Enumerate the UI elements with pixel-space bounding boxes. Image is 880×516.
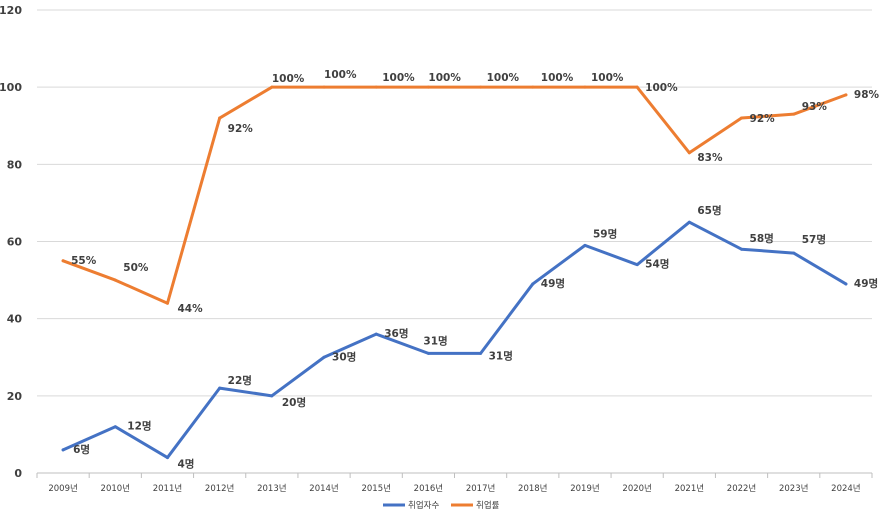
data-labels: 6명 12명 4명 22명 20명 30명 36명 31명 31명 49명 59명 54명 65명 58명… <box>71 69 879 470</box>
legend-label: 취업률 <box>476 501 500 511</box>
data-label: 20명 <box>282 396 306 409</box>
data-point <box>687 151 691 155</box>
data-point <box>531 282 535 286</box>
data-point <box>374 332 378 336</box>
data-point <box>792 251 796 255</box>
y-tick-label: 100 <box>0 81 22 94</box>
data-point <box>531 85 535 89</box>
data-point <box>583 85 587 89</box>
data-point <box>322 85 326 89</box>
data-label: 100% <box>272 73 305 85</box>
x-tick-label: 2010년 <box>101 483 130 494</box>
y-axis: 0 20 40 60 80 100 120 <box>0 4 22 480</box>
data-point <box>61 448 65 452</box>
legend-label: 취업자수 <box>408 501 439 511</box>
data-label: 50% <box>123 262 149 274</box>
data-label: 83% <box>697 152 723 164</box>
data-label: 93% <box>802 101 828 113</box>
data-label: 65명 <box>697 204 721 217</box>
y-tick-label: 0 <box>14 467 22 480</box>
data-point <box>113 278 117 282</box>
data-point <box>687 220 691 224</box>
x-axis: 2009년 2010년 2011년 2012년 2013년 2014년 2015년 2016년… <box>36 473 873 494</box>
data-label: 59명 <box>593 227 617 240</box>
data-label: 36명 <box>384 327 408 340</box>
data-point <box>270 394 274 398</box>
y-tick-label: 120 <box>0 4 22 17</box>
data-point <box>635 85 639 89</box>
data-point <box>374 85 378 89</box>
data-point <box>322 355 326 359</box>
data-point <box>426 85 430 89</box>
data-label: 44% <box>177 303 203 315</box>
x-tick-label: 2015년 <box>361 483 390 494</box>
data-point <box>113 425 117 429</box>
x-tick-label: 2020년 <box>622 483 651 494</box>
legend: 취업자수 취업률 <box>383 501 500 511</box>
data-label: 100% <box>428 72 461 84</box>
y-tick-label: 60 <box>7 236 23 249</box>
data-point <box>218 386 222 390</box>
data-label: 30명 <box>332 350 356 363</box>
data-label: 100% <box>541 72 574 84</box>
data-point <box>635 263 639 267</box>
x-tick-label: 2024년 <box>831 483 860 494</box>
series-line <box>61 85 848 305</box>
y-tick-label: 40 <box>7 313 23 326</box>
data-point <box>165 301 169 305</box>
x-tick-label: 2022년 <box>727 483 756 494</box>
data-label: 31명 <box>423 334 447 347</box>
data-label: 12명 <box>127 420 151 433</box>
data-label: 31명 <box>489 349 513 362</box>
data-point <box>740 116 744 120</box>
data-label: 92% <box>750 113 776 125</box>
data-point <box>426 351 430 355</box>
data-label: 58명 <box>750 232 774 245</box>
data-point <box>792 112 796 116</box>
data-label: 100% <box>487 72 520 84</box>
data-point <box>165 456 169 460</box>
series-lines <box>61 85 848 460</box>
data-label: 100% <box>645 82 678 94</box>
x-tick-label: 2013년 <box>257 483 286 494</box>
x-tick-label: 2012년 <box>205 483 234 494</box>
data-point <box>844 93 848 97</box>
x-tick-label: 2016년 <box>414 483 443 494</box>
x-tick-label: 2014년 <box>309 483 338 494</box>
series-line <box>61 220 848 460</box>
x-tick-label: 2021년 <box>675 483 704 494</box>
x-tick-label: 2011년 <box>153 483 182 494</box>
y-tick-label: 80 <box>7 158 23 171</box>
data-label: 49명 <box>854 277 878 290</box>
data-label: 49명 <box>541 277 565 290</box>
data-point <box>583 243 587 247</box>
data-point <box>479 85 483 89</box>
data-label: 98% <box>854 89 880 101</box>
data-point <box>218 116 222 120</box>
x-tick-label: 2009년 <box>48 483 77 494</box>
data-label: 22명 <box>228 374 252 387</box>
data-label: 55% <box>71 255 97 267</box>
data-point <box>270 85 274 89</box>
data-point <box>61 259 65 263</box>
data-label: 4명 <box>177 458 194 471</box>
data-label: 6명 <box>73 443 90 456</box>
data-point <box>844 282 848 286</box>
data-label: 100% <box>324 69 357 81</box>
x-tick-label: 2017년 <box>466 483 495 494</box>
data-label: 54명 <box>645 258 669 271</box>
x-tick-label: 2023년 <box>779 483 808 494</box>
data-point <box>479 351 483 355</box>
x-tick-label: 2019년 <box>570 483 599 494</box>
y-tick-label: 20 <box>7 390 23 403</box>
data-label: 100% <box>382 72 415 84</box>
data-point <box>740 247 744 251</box>
data-label: 100% <box>591 72 624 84</box>
data-label: 92% <box>228 123 254 135</box>
x-tick-label: 2018년 <box>518 483 547 494</box>
data-label: 57명 <box>802 233 826 246</box>
